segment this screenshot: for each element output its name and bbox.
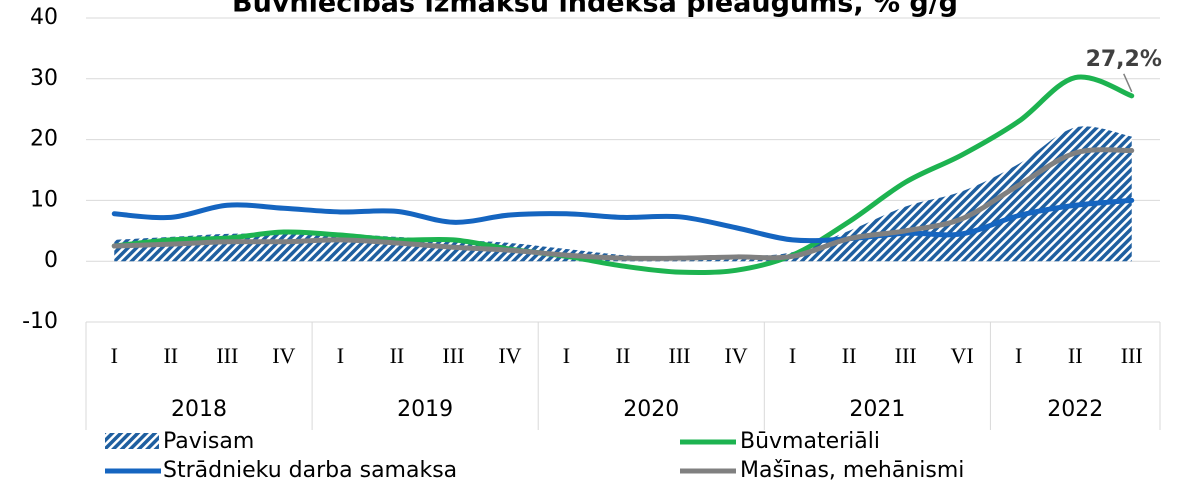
x-group-label: 2020 — [623, 397, 679, 422]
line — [111, 147, 1135, 261]
x-tick-label: IV — [724, 343, 747, 368]
legend-label: Būvmateriāli — [740, 429, 880, 454]
y-tick-label: 20 — [30, 127, 58, 152]
x-tick-label: I — [789, 343, 796, 368]
x-tick-label: I — [1015, 343, 1022, 368]
y-tick-label: 40 — [30, 5, 58, 30]
x-tick-label: I — [563, 343, 570, 368]
x-group-label: 2019 — [397, 397, 453, 422]
x-tick-label: II — [842, 343, 857, 368]
x-tick-label: VI — [951, 343, 974, 368]
x-tick-label: I — [111, 343, 118, 368]
x-tick-label: III — [895, 343, 917, 368]
x-tick-label: III — [216, 343, 238, 368]
legend: Pavisam Būvmateriāli Strādnieku darba sa… — [105, 429, 964, 483]
x-tick-label: II — [163, 343, 178, 368]
legend-swatch — [105, 433, 159, 449]
x-group-label: 2022 — [1047, 397, 1103, 422]
x-tick-label: II — [1068, 343, 1083, 368]
x-tick-label: III — [669, 343, 691, 368]
legend-label: Mašīnas, mehānismi — [740, 458, 964, 483]
x-tick-label: I — [337, 343, 344, 368]
leader-line — [1123, 73, 1133, 93]
data-label: 27,2% — [1086, 47, 1162, 72]
chart-title: Būvniecības izmaksu indeksa pieaugums, %… — [232, 0, 958, 19]
legend-label: Pavisam — [163, 429, 254, 454]
area — [114, 126, 1132, 262]
y-tick-label: 30 — [30, 66, 58, 91]
x-tick-label: III — [1121, 343, 1143, 368]
x-group-label: 2021 — [849, 397, 905, 422]
x-tick-label: II — [616, 343, 631, 368]
y-tick-label: 0 — [44, 248, 58, 273]
x-tick-label: IV — [272, 343, 295, 368]
y-tick-label: -10 — [22, 309, 58, 334]
x-group-label: 2018 — [171, 397, 227, 422]
x-tick-label: II — [390, 343, 405, 368]
x-tick-label: III — [442, 343, 464, 368]
x-tick-label: IV — [498, 343, 521, 368]
legend-label: Strādnieku darba samaksa — [163, 458, 457, 483]
line — [111, 74, 1135, 276]
y-tick-label: 10 — [30, 187, 58, 212]
line — [111, 197, 1135, 244]
